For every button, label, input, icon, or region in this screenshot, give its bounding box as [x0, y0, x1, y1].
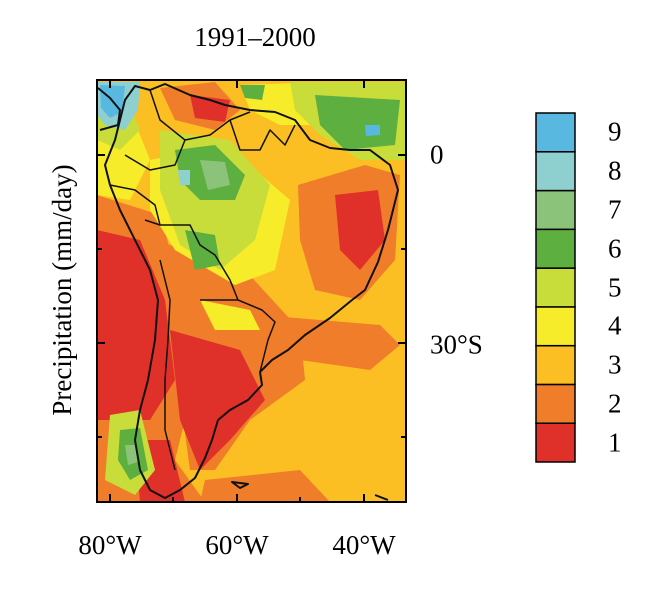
x-tick-label-80w: 80°W — [78, 530, 142, 560]
contour-level-6-bolivia — [185, 230, 220, 270]
colorbar-swatch-2 — [535, 383, 576, 424]
colorbar-swatch-8 — [535, 151, 576, 192]
central-america-coast — [97, 87, 121, 131]
border-paraguay-uruguay — [237, 299, 276, 373]
coastline — [97, 83, 399, 501]
colorbar — [535, 112, 576, 463]
colorbar-label-1: 1 — [608, 427, 622, 458]
contour-level-2-southeast — [260, 315, 400, 370]
colorbar-label-4: 4 — [608, 310, 622, 341]
colorbar-swatch-9 — [535, 112, 576, 153]
colorbar-label-9: 9 — [608, 116, 622, 147]
colorbar-swatch-7 — [535, 189, 576, 231]
x-tick-label-40w: 40°W — [332, 530, 396, 560]
border-chile-argentina — [159, 259, 176, 471]
colorbar-swatch-3 — [535, 344, 576, 386]
border-colombia — [124, 89, 186, 171]
x-tick-label-60w: 60°W — [205, 530, 269, 560]
map-title: 1991–2000 — [194, 22, 316, 52]
map-ticks — [97, 80, 406, 502]
colorbar-swatch-1 — [535, 422, 576, 463]
colorbar-swatch-6 — [535, 228, 576, 269]
contour-level-1-coast — [97, 230, 175, 420]
contour-level-6-venezuela — [240, 85, 265, 100]
border-peru-brazil — [109, 184, 239, 301]
contour-level-7-amazon — [200, 160, 230, 190]
contour-level-1-caribbean — [190, 95, 230, 122]
falklands-outline — [231, 481, 249, 489]
colorbar-label-7: 7 — [608, 194, 622, 225]
south-america-coastline — [104, 83, 399, 499]
contour-level-8-amazon — [178, 170, 190, 185]
precipitation-contours — [97, 80, 406, 502]
map-frame — [96, 79, 407, 503]
contour-level-7-chile — [125, 445, 138, 465]
contour-level-4-chaco — [200, 300, 260, 330]
border-venezuela — [184, 111, 251, 141]
contour-level-9-atlantic — [365, 125, 380, 136]
colorbar-swatch-5 — [535, 267, 576, 308]
y-tick-label-30s: 30°S — [430, 329, 483, 360]
contour-level-6-atlantic — [315, 95, 400, 150]
colorbar-label-8: 8 — [608, 155, 622, 186]
colorbar-label-3: 3 — [608, 349, 622, 380]
colorbar-label-2: 2 — [608, 388, 622, 419]
contour-level-2-patagonia — [200, 470, 330, 502]
colorbar-label-5: 5 — [608, 272, 622, 302]
contour-level-1-brazil-ne — [335, 190, 385, 270]
colorbar-swatch-4 — [535, 306, 576, 347]
border-guianas — [229, 119, 296, 151]
border-ecuador — [144, 219, 161, 226]
south-georgia-outline — [374, 494, 389, 501]
y-tick-label-0: 0 — [430, 139, 444, 170]
colorbar-label-6: 6 — [608, 233, 622, 264]
contour-level-1-argentina — [170, 330, 265, 470]
country-borders — [109, 89, 296, 471]
